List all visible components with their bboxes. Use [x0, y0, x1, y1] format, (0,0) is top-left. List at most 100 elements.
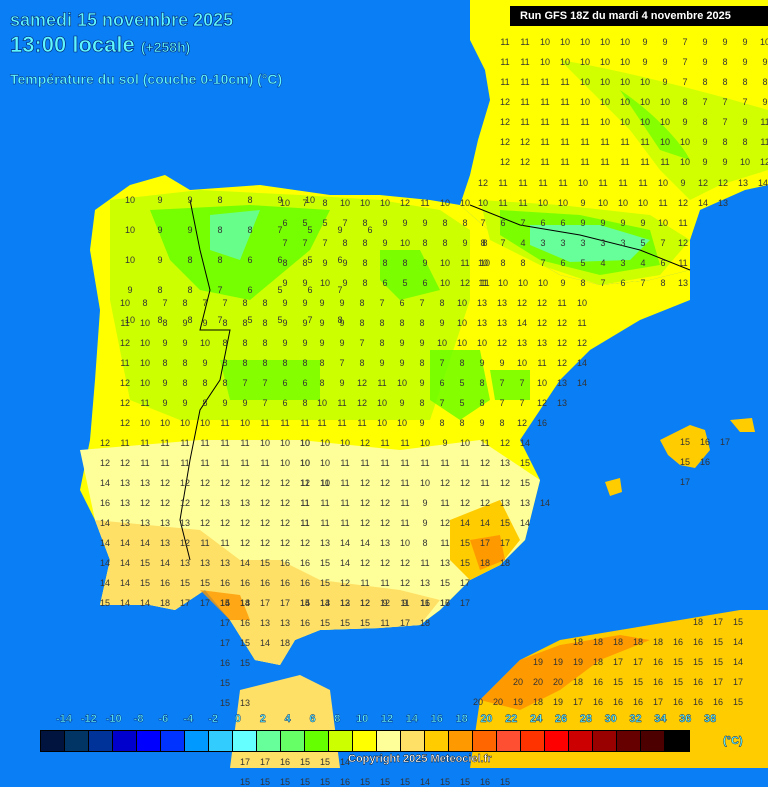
grid-value: 16: [692, 637, 704, 647]
grid-value: 11: [618, 178, 628, 188]
legend-tick: 6: [309, 713, 316, 725]
grid-value: 8: [362, 218, 368, 228]
grid-value: 8: [157, 315, 163, 325]
copyright-notice: Copyright 2025 Meteociel.fr: [348, 753, 492, 765]
grid-value: 9: [379, 358, 385, 368]
grid-value: 10: [459, 198, 471, 208]
legend-swatch: [377, 731, 401, 751]
grid-value: 7: [342, 218, 348, 228]
grid-value: 17: [712, 617, 724, 627]
grid-value: 8: [302, 258, 308, 268]
grid-value: 8: [182, 358, 188, 368]
grid-value: 11: [140, 398, 150, 408]
grid-value: 14: [299, 598, 311, 608]
grid-value: 8: [442, 238, 448, 248]
grid-value: 8: [222, 358, 228, 368]
legend-tick: 26: [554, 713, 568, 725]
grid-value: 7: [337, 285, 343, 295]
grid-value: 16: [692, 677, 704, 687]
grid-value: 15: [299, 757, 311, 767]
grid-value: 10: [419, 438, 431, 448]
grid-value: 11: [420, 458, 430, 468]
grid-value: 9: [162, 338, 168, 348]
grid-value: 8: [402, 258, 408, 268]
grid-value: 12: [279, 478, 291, 488]
grid-value: 11: [320, 498, 330, 508]
grid-value: 10: [124, 195, 136, 205]
grid-value: 10: [559, 37, 571, 47]
grid-value: 10: [179, 418, 191, 428]
grid-value: 9: [319, 338, 325, 348]
grid-value: 8: [379, 318, 385, 328]
grid-value: 13: [239, 498, 251, 508]
grid-value: 9: [339, 298, 345, 308]
grid-value: 8: [459, 418, 465, 428]
grid-value: 16: [652, 657, 664, 667]
grid-value: 13: [379, 538, 391, 548]
grid-value: 10: [619, 57, 631, 67]
legend-swatch: [41, 731, 65, 751]
grid-value: 18: [419, 618, 431, 628]
grid-value: 9: [319, 298, 325, 308]
grid-value: 11: [537, 358, 547, 368]
grid-value: 11: [480, 478, 490, 488]
grid-value: 7: [540, 258, 546, 268]
grid-value: 10: [557, 198, 569, 208]
grid-value: 9: [302, 278, 308, 288]
grid-value: 13: [556, 378, 568, 388]
grid-value: 14: [319, 598, 331, 608]
grid-value: 12: [259, 498, 271, 508]
grid-value: 3: [540, 238, 546, 248]
grid-value: 12: [359, 478, 371, 488]
grid-value: 11: [140, 438, 150, 448]
grid-value: 6: [399, 298, 405, 308]
grid-value: 5: [402, 278, 408, 288]
grid-value: 13: [319, 598, 331, 608]
grid-value: 9: [157, 255, 163, 265]
grid-value: 15: [139, 578, 151, 588]
grid-value: 18: [159, 598, 171, 608]
grid-value: 19: [512, 697, 524, 707]
grid-value: 13: [139, 518, 151, 528]
grid-value: 11: [678, 258, 688, 268]
grid-value: 11: [120, 318, 130, 328]
grid-value: 10: [657, 218, 669, 228]
grid-value: 5: [307, 255, 313, 265]
grid-value: 18: [499, 558, 511, 568]
grid-value: 11: [640, 157, 650, 167]
grid-value: 6: [540, 218, 546, 228]
grid-value: 11: [540, 157, 550, 167]
grid-value: 7: [262, 378, 268, 388]
grid-value: 8: [499, 418, 505, 428]
grid-value: 6: [382, 278, 388, 288]
grid-value: 8: [422, 238, 428, 248]
grid-value: 10: [639, 97, 651, 107]
grid-value: 11: [518, 198, 528, 208]
grid-value: 12: [399, 578, 411, 588]
grid-value: 3: [620, 258, 626, 268]
grid-value: 12: [519, 157, 531, 167]
grid-value: 10: [619, 97, 631, 107]
grid-value: 13: [476, 298, 488, 308]
model-run-label: Run GFS 18Z du mardi 4 novembre 2025: [510, 6, 768, 26]
grid-value: 9: [702, 57, 708, 67]
legend-tick: 34: [654, 713, 667, 725]
grid-value: 10: [639, 77, 651, 87]
grid-value: 20: [492, 697, 504, 707]
grid-value: 9: [742, 37, 748, 47]
grid-value: 12: [717, 178, 729, 188]
grid-value: 10: [139, 338, 151, 348]
grid-value: 15: [439, 578, 451, 588]
grid-value: 3: [600, 238, 606, 248]
grid-value: 11: [220, 538, 230, 548]
grid-value: 20: [532, 677, 544, 687]
grid-value: 8: [342, 238, 348, 248]
grid-value: 11: [538, 178, 548, 188]
grid-value: 16: [239, 578, 251, 588]
grid-value: 8: [302, 398, 308, 408]
grid-value: 12: [536, 318, 548, 328]
grid-value: 10: [637, 198, 649, 208]
grid-value: 14: [576, 358, 588, 368]
grid-value: 11: [557, 298, 567, 308]
grid-value: 12: [259, 478, 271, 488]
